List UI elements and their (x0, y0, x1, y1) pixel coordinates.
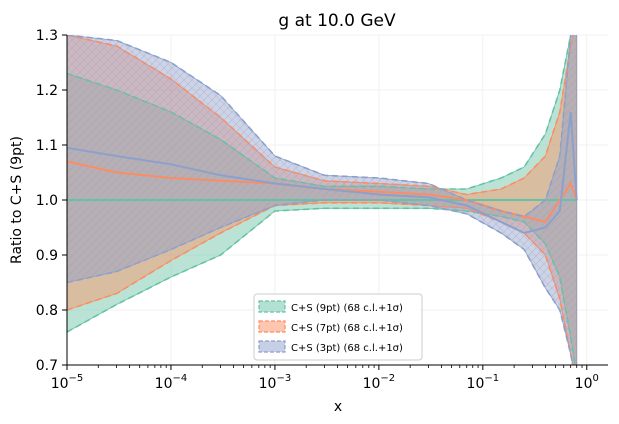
legend-swatch-3 (258, 340, 286, 353)
legend-swatch-2 (258, 320, 286, 333)
y-tick-label: 1.3 (36, 28, 58, 44)
legend-swatch-1 (258, 300, 286, 313)
y-tick-label: 0.7 (36, 358, 58, 374)
legend-label-3: C+S (3pt) (68 c.l.+1σ) (291, 343, 403, 354)
y-tick-label: 1.0 (36, 193, 58, 209)
x-tick-label: 10−5 (51, 373, 84, 392)
x-tick-label: 10−4 (155, 373, 188, 392)
legend-label-1: C+S (9pt) (68 c.l.+1σ) (291, 303, 403, 314)
x-tick-label: 10−1 (467, 373, 500, 392)
y-tick-label: 1.2 (36, 83, 58, 99)
y-axis-title: Ratio to C+S (9pt) (9, 136, 25, 264)
x-tick-label: 100 (575, 373, 599, 392)
y-tick-label: 0.8 (36, 303, 58, 319)
lines-layer (67, 35, 578, 365)
x-tick-label: 10−2 (363, 373, 396, 392)
lower-dashed-series-1 (67, 207, 576, 365)
central-line-series-3 (67, 111, 578, 235)
legend-box (253, 293, 423, 361)
y-tick-label: 1.1 (36, 138, 58, 154)
lower-dashed-series-3 (67, 199, 574, 365)
y-tick-label: 0.9 (36, 248, 58, 264)
legend-label-2: C+S (7pt) (68 c.l.+1σ) (291, 323, 403, 334)
legend: C+S (9pt) (68 c.l.+1σ) C+S (7pt) (68 c.l.… (253, 293, 423, 361)
x-axis-title: x (334, 399, 342, 415)
ticks-layer: 10−5 10−4 10−3 10−2 10−1 100 0.7 0.8 0.9 1.0 1.1 1.… (36, 28, 599, 392)
upper-dashed-series-2 (67, 35, 574, 196)
central-line-series-2 (67, 160, 578, 224)
x-tick-label: 10−3 (259, 373, 292, 392)
chart-title: g at 10.0 GeV (278, 11, 396, 31)
lower-dashed-series-2 (67, 202, 574, 365)
